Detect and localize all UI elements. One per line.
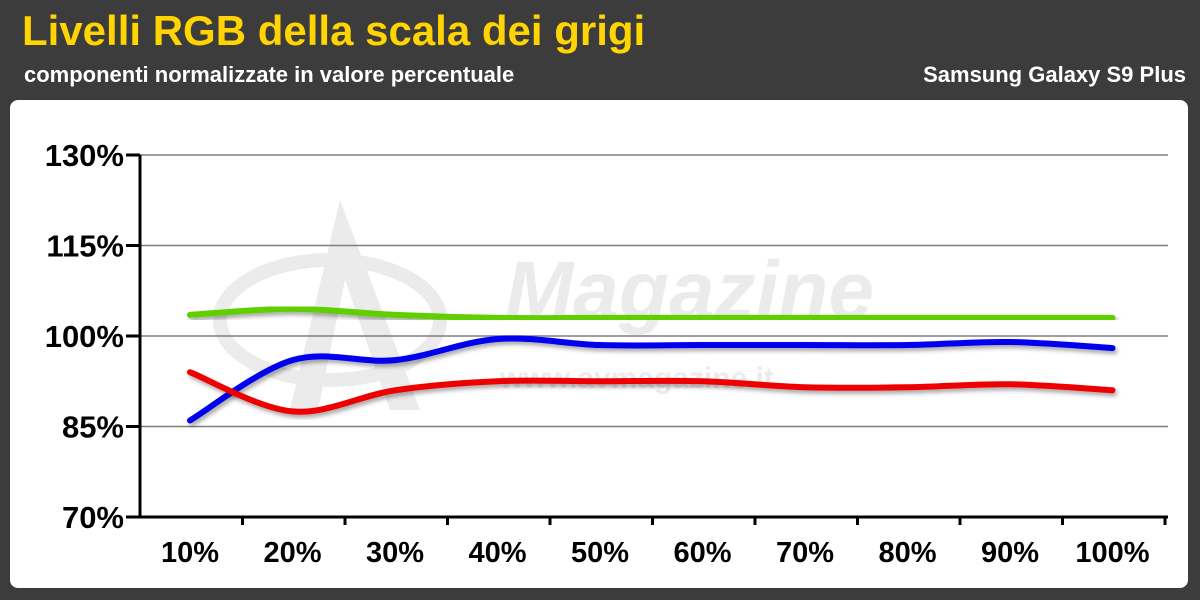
x-tick-label: 50% (571, 537, 629, 569)
x-tick-label: 70% (776, 537, 834, 569)
x-tick-label: 80% (878, 537, 936, 569)
grid-lines (140, 154, 1168, 428)
x-tick-label: 10% (161, 537, 219, 569)
x-tick-label: 60% (673, 537, 731, 569)
series-line-3 (187, 369, 1116, 415)
y-tick-label: 100% (45, 319, 124, 354)
y-tick-label: 70% (62, 500, 124, 535)
watermark-swoosh-icon (213, 253, 447, 387)
chart-title: Livelli RGB della scala dei grigi (22, 7, 646, 54)
y-tick-label: 115% (46, 229, 124, 264)
series-line-1 (187, 305, 1116, 322)
chart-subtitle: componenti normalizzate in valore percen… (24, 62, 515, 87)
header-bar: Livelli RGB della scala dei grigi compon… (0, 0, 1200, 100)
axes (126, 153, 1168, 525)
x-tick-label: 20% (263, 537, 321, 569)
x-tick-label: 90% (981, 537, 1039, 569)
x-tick-label: 100% (1075, 537, 1149, 569)
series-lines (187, 305, 1116, 424)
x-tick-label: 40% (468, 537, 526, 569)
y-tick-label: 130% (45, 138, 124, 173)
x-tick-labels: 10% 20% 30% 40% 50% 60% 70% 80% 90% 100% (161, 537, 1150, 569)
x-tick-label: 30% (366, 537, 424, 569)
y-tick-labels: 70% 85% 100% 115% 130% (45, 138, 124, 535)
y-tick-label: 85% (62, 410, 124, 445)
watermark-brand: Magazine (505, 245, 874, 336)
device-name: Samsung Galaxy S9 Plus (923, 62, 1186, 87)
series-line-2 (187, 335, 1116, 424)
